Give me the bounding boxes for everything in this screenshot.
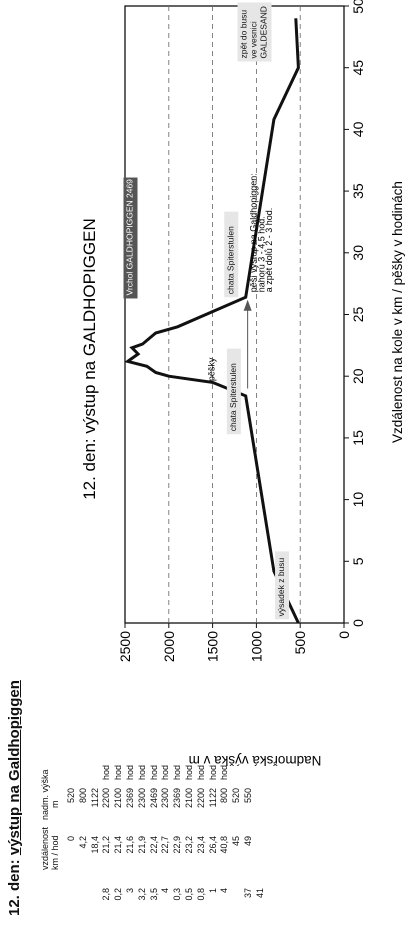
chart-annotation: pěšky bbox=[206, 357, 216, 381]
x-tick-label: 20 bbox=[350, 368, 366, 384]
y-tick-label: 1500 bbox=[205, 631, 221, 662]
chart-title: 12. den: výstup na GALDHOPIGGEN bbox=[80, 218, 99, 500]
y-tick-label: 1000 bbox=[248, 631, 264, 662]
series-line-0 bbox=[128, 18, 299, 623]
y-axis-label: Nadmořská výška v m bbox=[189, 753, 322, 768]
plot-frame bbox=[125, 6, 344, 623]
x-tick-label: 15 bbox=[350, 430, 366, 446]
x-axis-label: Vzdálenost na kole v km / pěšky v hodiná… bbox=[390, 181, 405, 443]
x-tick-label: 50 bbox=[350, 0, 366, 14]
x-tick-label: 5 bbox=[350, 557, 366, 565]
x-tick-label: 10 bbox=[350, 492, 366, 508]
x-tick-label: 30 bbox=[350, 245, 366, 261]
annotation-line: ve vesnici bbox=[249, 21, 259, 58]
x-tick-label: 0 bbox=[350, 619, 366, 627]
annotation-line: zpět do busu bbox=[239, 10, 249, 59]
hiking-arrow-head bbox=[244, 300, 252, 311]
x-tick-label: 45 bbox=[350, 60, 366, 76]
y-tick-label: 2500 bbox=[117, 631, 133, 662]
chart-annotation: chata Spiterstulen bbox=[225, 226, 235, 294]
annotation-line: GALDESAND bbox=[259, 6, 269, 58]
x-tick-label: 25 bbox=[350, 307, 366, 323]
y-tick-label: 500 bbox=[292, 631, 308, 655]
chart-annotation: chata Spiterstulen bbox=[228, 363, 238, 431]
x-tick-label: 35 bbox=[350, 183, 366, 199]
y-tick-label: 2000 bbox=[161, 631, 177, 662]
chart-annotation: Vrchol GALDHOPIGGEN 2469 m bbox=[125, 170, 135, 296]
chart-annotation: a zpět dolů 2 - 3 hod. bbox=[264, 208, 274, 293]
chart-annotation: výsadek z busu bbox=[276, 557, 286, 616]
x-tick-label: 40 bbox=[350, 121, 366, 137]
y-tick-label: 0 bbox=[336, 631, 352, 639]
